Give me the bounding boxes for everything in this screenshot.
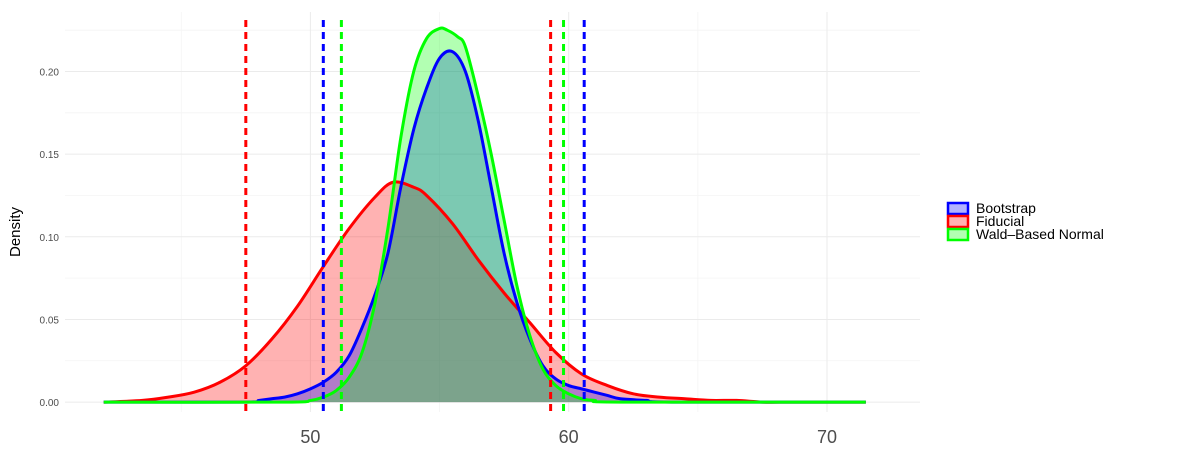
y-tick-label: 0.20 — [40, 68, 60, 79]
legend-label: Bootstrap — [976, 200, 1036, 216]
y-tick-label: 0.05 — [40, 315, 60, 326]
area-fiducial — [103, 181, 866, 403]
x-axis-ticks: 50 60 70 — [300, 427, 837, 447]
legend-swatch — [946, 214, 970, 229]
legend-item: Bootstrap — [946, 200, 1036, 216]
density-areas — [103, 28, 866, 403]
legend-label: Fiducial — [976, 213, 1024, 229]
line-wald-based-normal — [103, 26, 866, 404]
y-axis-label: Density — [7, 206, 24, 257]
line-fiducial — [103, 180, 866, 404]
area-bootstrap — [103, 50, 866, 403]
y-axis-ticks: 0.00 0.05 0.10 0.15 0.20 — [40, 68, 60, 410]
legend-item: Wald–Based Normal — [946, 226, 1104, 242]
legend-swatch — [946, 227, 970, 242]
y-tick-label: 0.15 — [40, 150, 60, 161]
x-tick-label: 60 — [559, 427, 579, 447]
x-tick-label: 50 — [300, 427, 320, 447]
density-lines — [103, 26, 866, 404]
y-tick-label: 0.10 — [40, 233, 60, 244]
legend-swatch — [946, 201, 970, 216]
legend-label: Wald–Based Normal — [976, 226, 1104, 242]
x-tick-label: 70 — [817, 427, 837, 447]
line-bootstrap — [103, 49, 866, 404]
legend-item: Fiducial — [946, 213, 1024, 229]
y-tick-label: 0.00 — [40, 398, 60, 409]
interval-lines — [244, 20, 586, 415]
area-wald-based-normal — [103, 28, 866, 403]
